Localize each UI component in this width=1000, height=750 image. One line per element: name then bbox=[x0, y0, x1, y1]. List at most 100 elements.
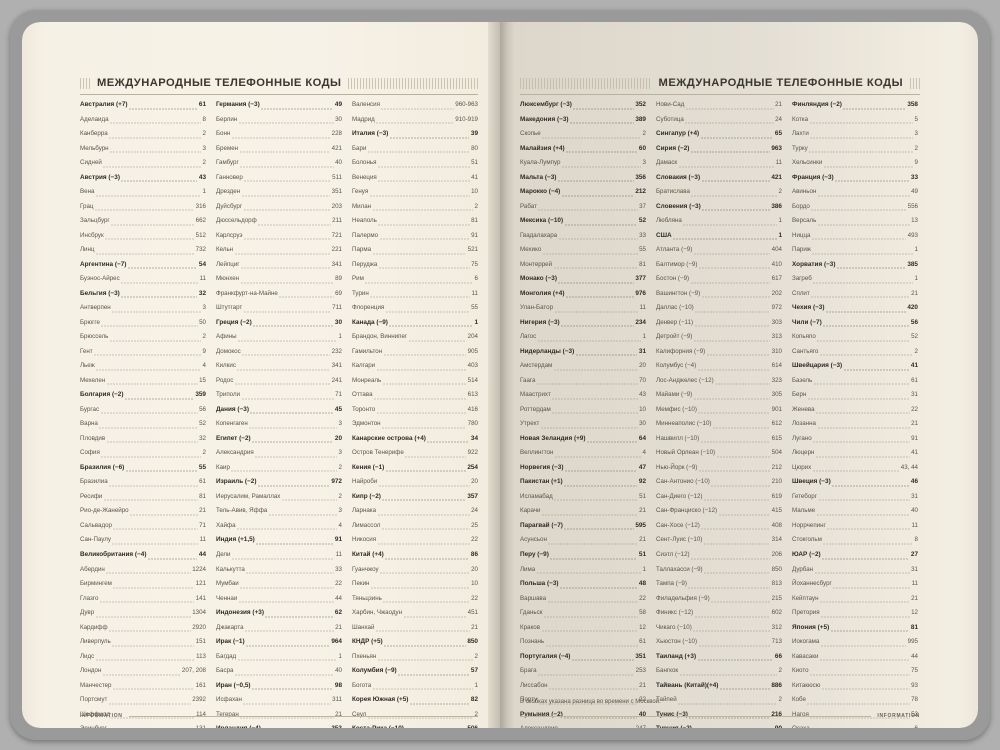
city-entry: Флоренция 55 bbox=[352, 301, 478, 316]
entry-code: 3 bbox=[338, 507, 342, 515]
entry-code: 234 bbox=[635, 318, 646, 326]
entry-name: Гданьск bbox=[520, 609, 543, 617]
leader-dots bbox=[111, 715, 195, 722]
entry-code: 377 bbox=[635, 275, 646, 283]
leader-dots bbox=[538, 700, 638, 707]
entry-name: Тунис (−3) bbox=[656, 710, 688, 718]
footnote-text: В скобках указана разница во времени с М… bbox=[520, 699, 661, 705]
leader-dots bbox=[381, 526, 470, 533]
entry-code: 21 bbox=[471, 623, 478, 631]
city-entry: Мумбаи 22 bbox=[216, 577, 342, 592]
leader-dots bbox=[843, 105, 906, 112]
entry-name: Веллингтон bbox=[520, 449, 554, 457]
city-entry: Венеция 41 bbox=[352, 171, 478, 186]
entry-code: 1 bbox=[338, 333, 342, 341]
entry-code: 905 bbox=[467, 347, 478, 355]
city-entry: Дувр 1304 bbox=[80, 606, 206, 621]
leader-dots bbox=[816, 511, 910, 518]
leader-dots bbox=[702, 207, 770, 214]
entry-name: Денвер (−11) bbox=[656, 318, 694, 326]
entry-code: 960-963 bbox=[455, 101, 478, 108]
entry-name: Мемфис (−10) bbox=[656, 405, 697, 413]
leader-dots bbox=[112, 642, 195, 649]
entry-name: Гуанчжоу bbox=[352, 565, 379, 573]
leader-dots bbox=[701, 294, 771, 301]
leader-dots bbox=[823, 323, 910, 330]
entry-code: 316 bbox=[195, 202, 206, 210]
city-entry: Мехелен 15 bbox=[80, 374, 206, 389]
leader-dots bbox=[372, 250, 467, 257]
entry-code: 511 bbox=[332, 173, 342, 181]
footer-rule bbox=[520, 715, 872, 717]
entry-name: Кобе bbox=[792, 696, 806, 704]
entry-name: Базель bbox=[792, 376, 813, 384]
leader-dots bbox=[810, 671, 910, 678]
entry-code: 24 bbox=[471, 507, 478, 515]
entry-name: Индонезия (+3) bbox=[216, 609, 264, 617]
entry-code: 32 bbox=[198, 289, 206, 297]
entry-name: Бонн bbox=[216, 130, 231, 138]
entry-code: 311 bbox=[332, 696, 342, 704]
leader-dots bbox=[376, 120, 454, 127]
city-entry: Мехико 55 bbox=[520, 243, 646, 258]
leader-dots bbox=[552, 410, 638, 417]
entry-code: 359 bbox=[195, 391, 206, 399]
leader-dots bbox=[554, 308, 639, 315]
city-entry: Лугано 91 bbox=[792, 432, 918, 447]
entry-code: 61 bbox=[911, 376, 918, 384]
entry-name: Нови-Сад bbox=[656, 101, 685, 108]
entry-name: Сеул bbox=[352, 710, 367, 718]
leader-dots bbox=[809, 120, 914, 127]
entry-name: Амстердам bbox=[520, 362, 553, 370]
leader-dots bbox=[540, 424, 638, 431]
leader-dots bbox=[693, 395, 771, 402]
entry-code: 613 bbox=[467, 391, 478, 399]
entry-code: 408 bbox=[771, 521, 782, 529]
leader-dots bbox=[372, 207, 474, 214]
entry-name: Вашингтон (−9) bbox=[656, 289, 701, 297]
entry-code: 61 bbox=[198, 101, 206, 108]
country-entry: Дания (−3) 45 bbox=[216, 403, 342, 418]
entry-code: 69 bbox=[335, 289, 342, 297]
entry-code: 1224 bbox=[192, 565, 206, 573]
entry-code: 11 bbox=[471, 289, 478, 297]
leader-dots bbox=[822, 555, 910, 562]
leader-dots bbox=[566, 149, 638, 156]
city-entry: Перуджа 75 bbox=[352, 258, 478, 273]
city-entry: Сплит 21 bbox=[792, 287, 918, 302]
city-entry: Гданьск 58 bbox=[520, 606, 646, 621]
entry-code: 40 bbox=[911, 507, 918, 515]
leader-dots bbox=[268, 511, 338, 518]
leader-dots bbox=[237, 526, 338, 533]
entry-code: 310 bbox=[771, 347, 782, 355]
leader-dots bbox=[813, 381, 910, 388]
city-entry: Триполи 71 bbox=[216, 388, 342, 403]
country-entry: Болгария (−2) 359 bbox=[80, 388, 206, 403]
leader-dots bbox=[232, 555, 335, 562]
leader-dots bbox=[697, 657, 774, 664]
city-entry: Афины 1 bbox=[216, 330, 342, 345]
entry-name: Брюгге bbox=[80, 318, 100, 326]
entry-code: 963 bbox=[771, 144, 782, 152]
entry-code: 1 bbox=[474, 681, 478, 689]
entry-code: 41 bbox=[911, 449, 918, 457]
leader-dots bbox=[536, 381, 638, 388]
entry-code: 514 bbox=[467, 376, 478, 384]
leader-dots bbox=[378, 178, 470, 185]
leader-dots bbox=[558, 279, 634, 286]
city-entry: Дамаск 11 bbox=[656, 156, 782, 171]
entry-code: 50 bbox=[199, 318, 206, 326]
entry-code: 215 bbox=[771, 594, 782, 602]
leader-dots bbox=[843, 366, 910, 373]
leader-dots bbox=[95, 250, 195, 257]
entry-name: Монголия (+4) bbox=[520, 289, 565, 297]
entry-name: Гетеборг bbox=[792, 492, 817, 500]
leader-dots bbox=[819, 657, 910, 664]
leader-dots bbox=[811, 207, 907, 214]
country-entry: Швейцария (−3) 41 bbox=[792, 359, 918, 374]
city-entry: Кельн 221 bbox=[216, 243, 342, 258]
city-entry: Утрехт 30 bbox=[520, 417, 646, 432]
city-entry: Монреаль 514 bbox=[352, 374, 478, 389]
city-entry: Гуанчжоу 20 bbox=[352, 563, 478, 578]
city-entry: Антверпен 3 bbox=[80, 301, 206, 316]
